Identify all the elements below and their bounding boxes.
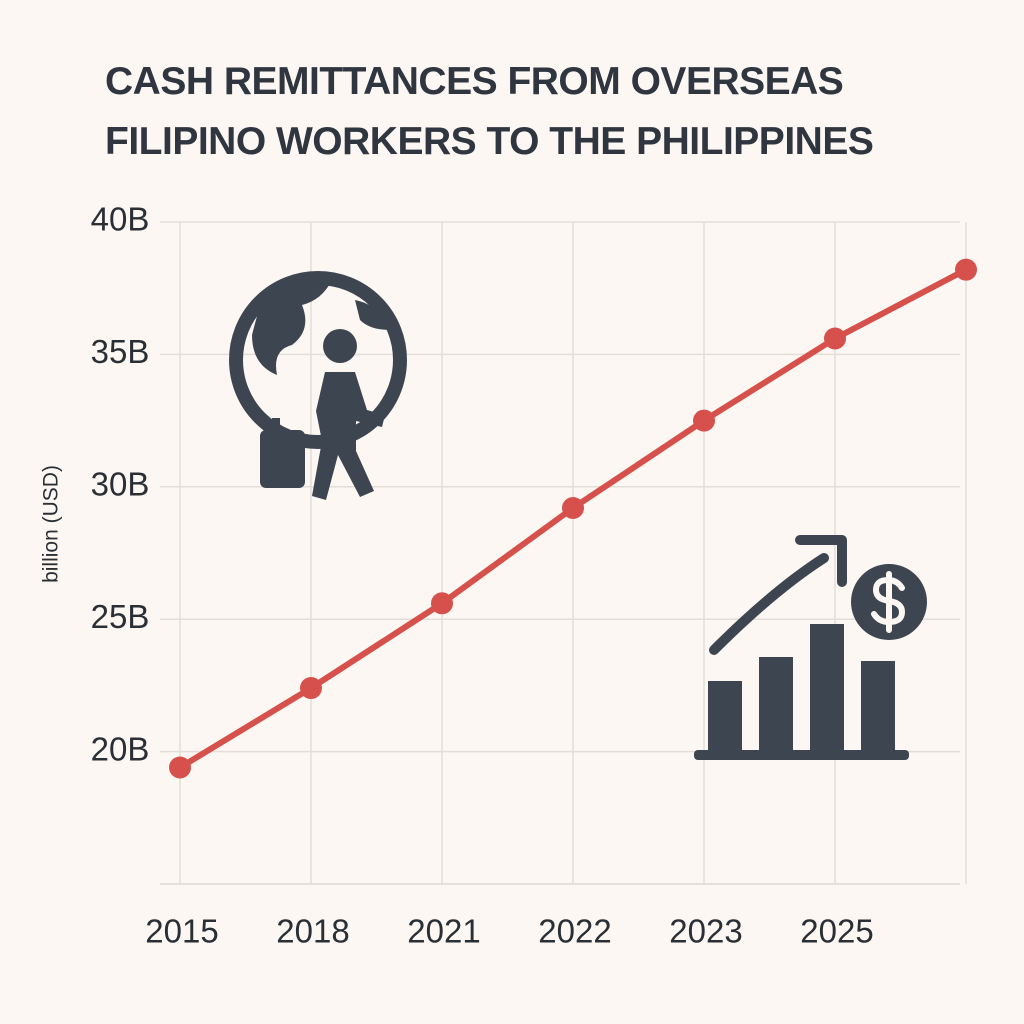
data-point: [824, 327, 846, 350]
illustrations: [229, 271, 927, 760]
data-point: [693, 409, 715, 432]
chart-title: CASH REMITTANCES FROM OVERSEAS FILIPINO …: [105, 60, 874, 163]
y-axis-label: billion (USD): [40, 465, 63, 583]
y-tick-label: 20B: [91, 730, 150, 767]
growth-chart-icon: [694, 535, 927, 760]
data-point: [955, 258, 977, 281]
data-point: [562, 496, 584, 519]
data-point: [300, 677, 322, 700]
y-tick-label: 30B: [91, 466, 150, 503]
data-point: [169, 756, 191, 779]
x-tick-label: 2025: [800, 913, 873, 950]
x-tick-label: 2021: [407, 913, 480, 950]
x-tick-label: 2023: [669, 913, 742, 950]
y-tick-label: 25B: [91, 598, 150, 635]
y-tick-label: 35B: [91, 333, 150, 370]
x-tick-label: 2015: [145, 913, 218, 950]
y-tick-label: 40B: [91, 201, 150, 238]
x-tick-label: 2018: [276, 913, 349, 950]
x-tick-label: 2022: [538, 913, 611, 950]
globe-traveler-icon: [229, 271, 407, 500]
data-point: [431, 592, 453, 615]
